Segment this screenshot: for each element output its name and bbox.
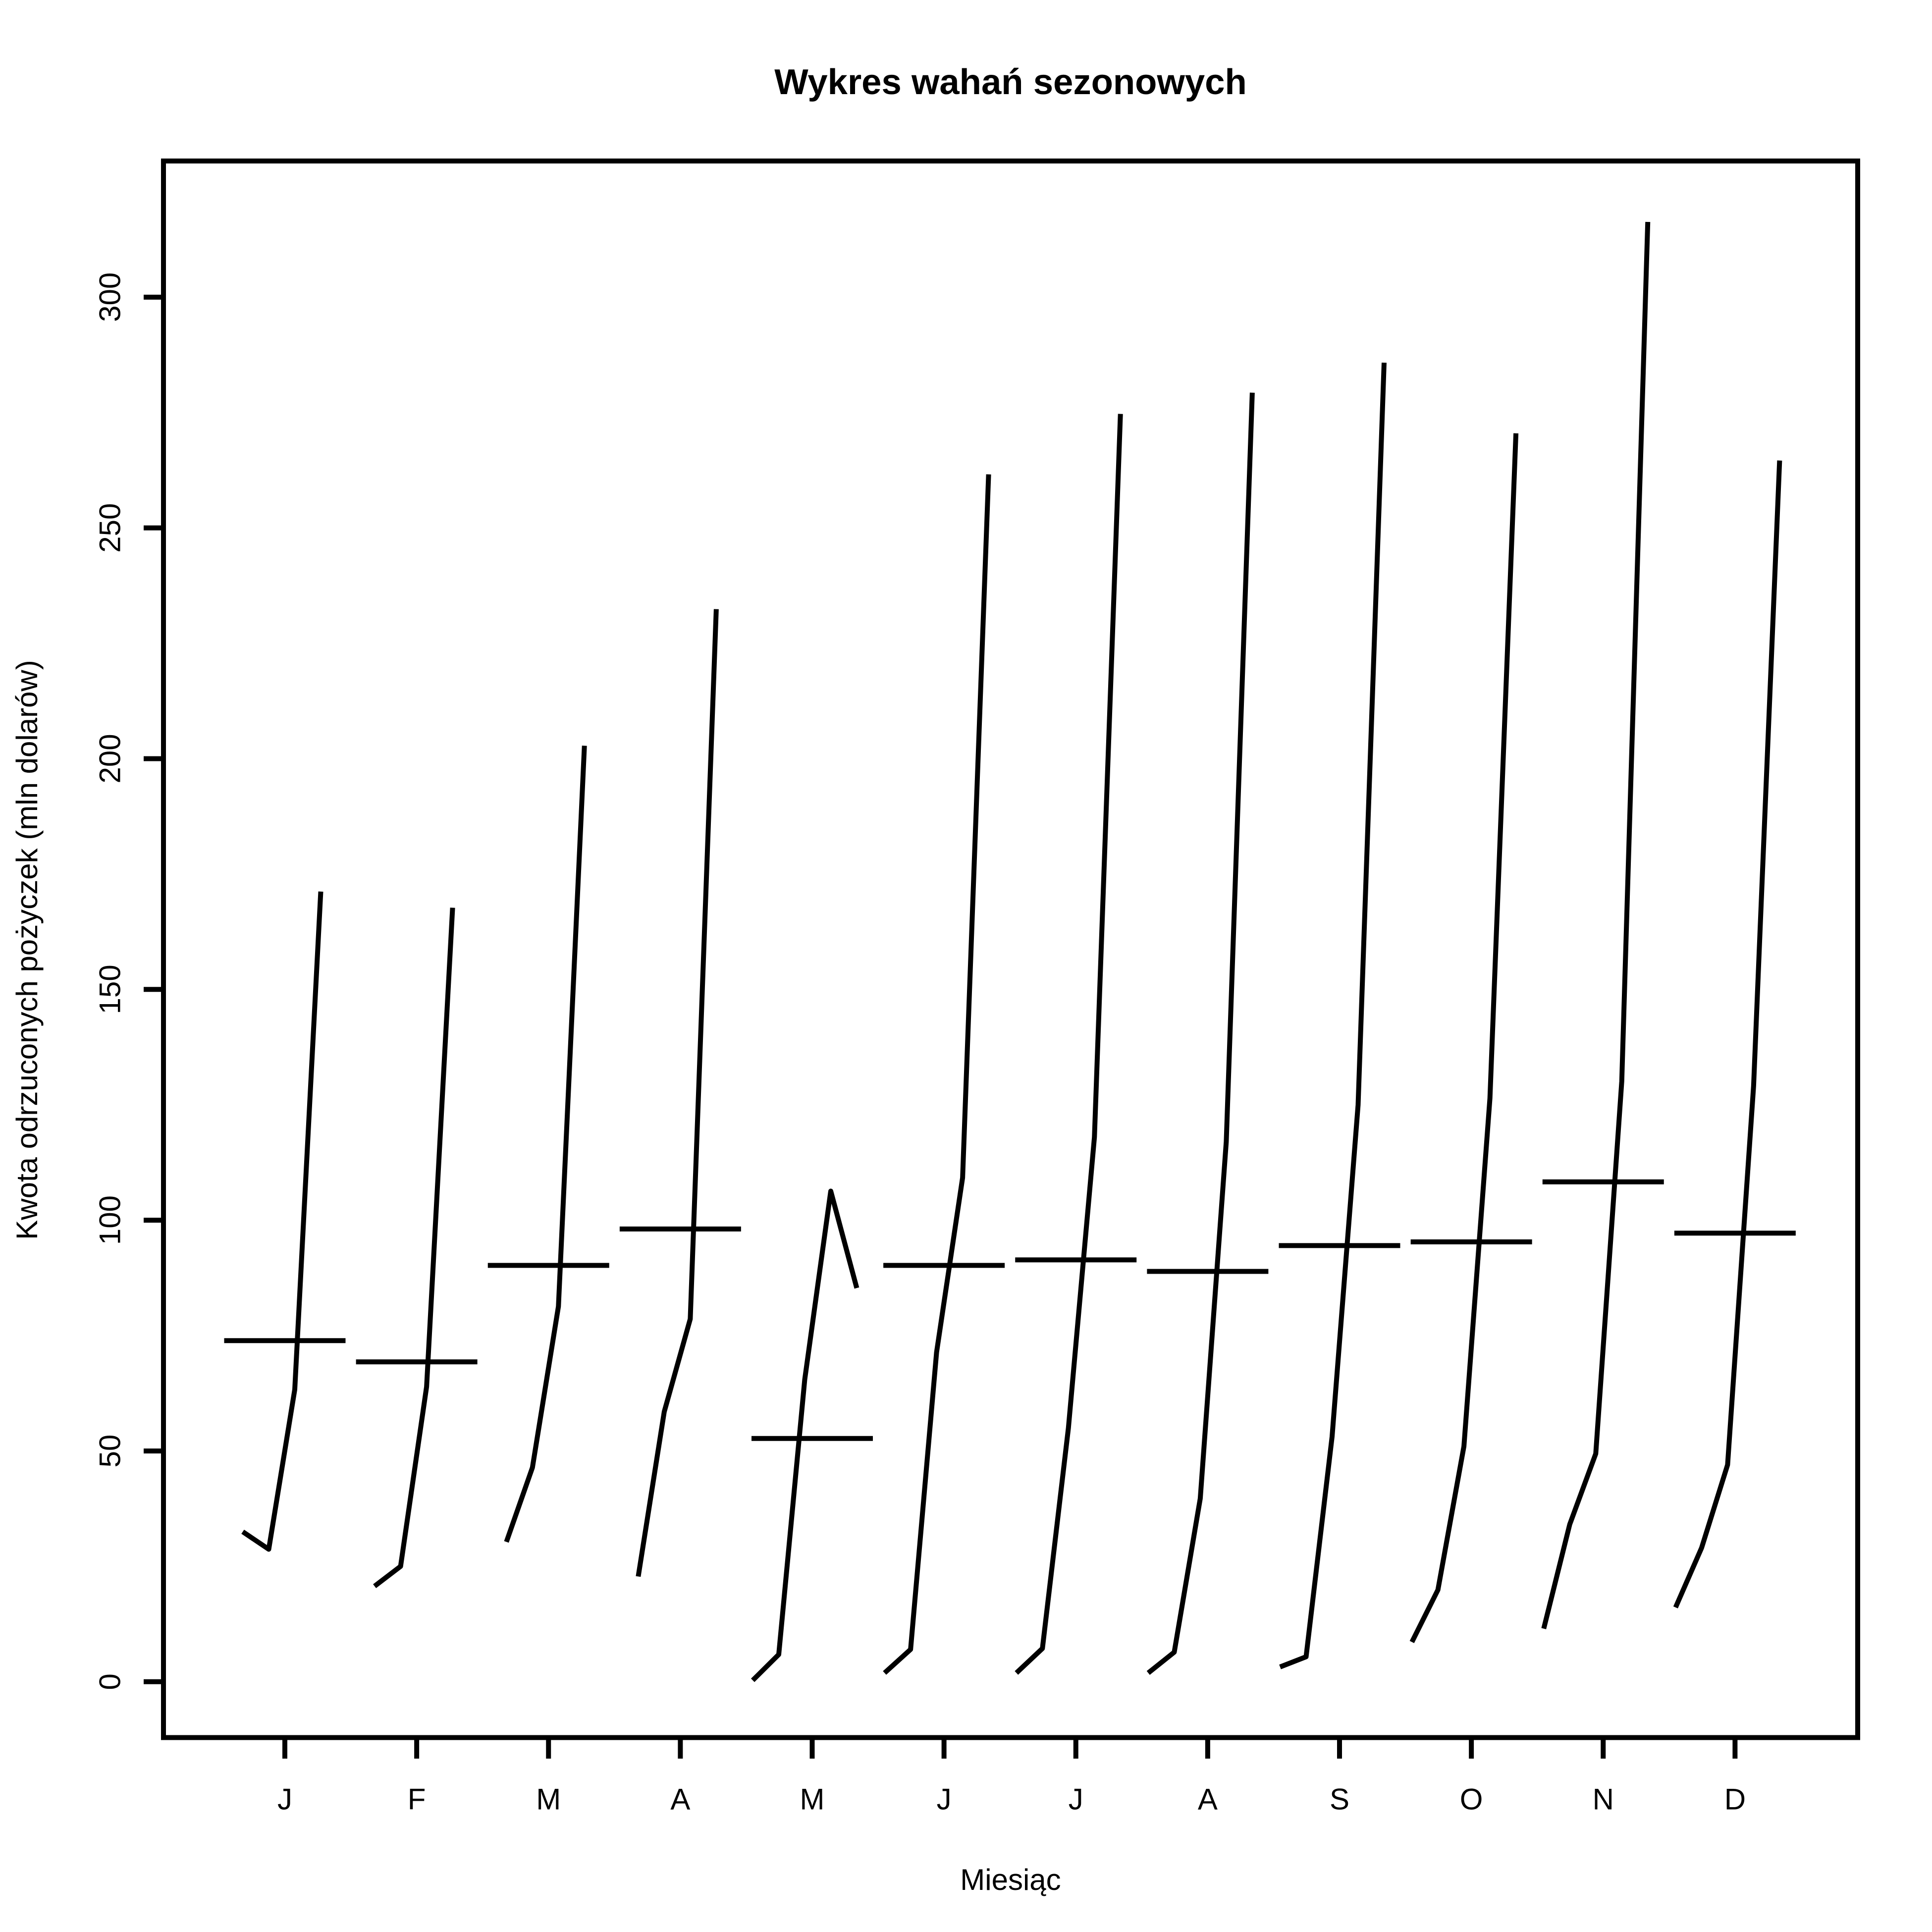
x-tick-label: D (1724, 1783, 1746, 1816)
y-tick-label: 100 (94, 1195, 127, 1245)
x-tick-label: A (1198, 1783, 1218, 1816)
y-tick-label: 50 (94, 1435, 127, 1468)
x-tick-label: O (1460, 1783, 1483, 1816)
x-axis-label: Miesiąc (960, 1863, 1061, 1896)
subseries-line (883, 474, 991, 1675)
y-tick-label: 250 (94, 503, 127, 553)
chart-title: Wykres wahań sezonowych (774, 62, 1247, 102)
y-tick-label: 300 (94, 272, 127, 322)
subseries-line (1279, 362, 1387, 1669)
subseries-line (751, 1188, 859, 1682)
x-tick-label: J (937, 1783, 952, 1816)
subseries-line (1541, 221, 1651, 1629)
x-tick-label: S (1330, 1783, 1349, 1816)
y-tick-label: 150 (94, 965, 127, 1014)
subseries-line (241, 891, 323, 1552)
x-tick-label: N (1593, 1783, 1614, 1816)
x-tick-label: A (670, 1783, 690, 1816)
x-tick-label: J (277, 1783, 292, 1816)
y-axis-label: Kwota odrzuconych pożyczek (mln dolarów) (10, 660, 44, 1240)
subseries-line (373, 908, 455, 1588)
subseries-line (636, 609, 719, 1577)
x-tick-label: F (408, 1783, 426, 1816)
subseries-line (1146, 392, 1255, 1675)
y-tick-label: 200 (94, 734, 127, 783)
y-tick-label: 0 (94, 1673, 127, 1690)
plot-frame (161, 159, 1860, 1740)
subseries-line (1015, 414, 1123, 1675)
x-tick-label: M (536, 1783, 561, 1816)
subseries-line (1409, 433, 1519, 1643)
subseries-line (1673, 460, 1782, 1609)
subseries-line (504, 746, 587, 1543)
x-tick-label: J (1069, 1783, 1083, 1816)
x-tick-label: M (800, 1783, 825, 1816)
